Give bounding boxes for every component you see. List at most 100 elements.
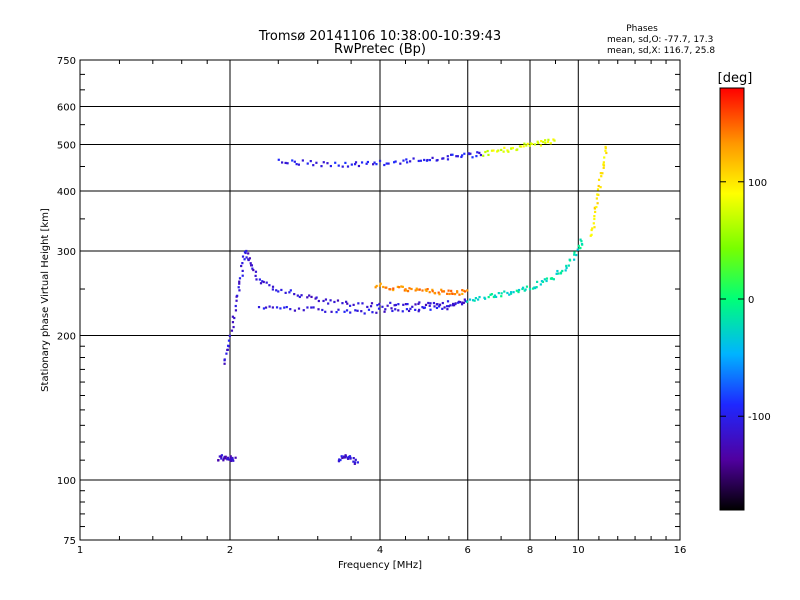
minor-ticks (80, 60, 680, 540)
colorbar-title: [deg] (718, 71, 753, 86)
echo-point (226, 457, 229, 461)
echo-point (581, 243, 584, 246)
echo-point (226, 348, 229, 352)
echo-point (247, 258, 250, 261)
echo-point (421, 289, 424, 292)
echo-point (511, 146, 515, 150)
echo-point (567, 264, 570, 267)
echo-point (436, 303, 439, 306)
echo-point (603, 156, 606, 159)
echo-point (235, 299, 238, 302)
echo-point (528, 144, 531, 147)
echo-point (275, 306, 279, 309)
echo-point (592, 222, 595, 225)
echo-point (378, 159, 382, 163)
echo-point (349, 457, 352, 460)
echo-point (296, 294, 299, 297)
echo-point (479, 153, 483, 157)
echo-point (417, 302, 420, 306)
x-tick-label: 16 (674, 545, 687, 556)
x-tick-labels: 1 2 4 6 8 10 16 (77, 545, 687, 556)
echo-point (262, 280, 265, 284)
echo-point (536, 280, 539, 284)
echo-point (536, 140, 539, 143)
echo-point (544, 139, 547, 142)
echo-point (277, 290, 280, 293)
echo-point (363, 312, 366, 315)
echo-point (337, 308, 340, 311)
echo-point (280, 288, 283, 292)
echo-point (447, 289, 450, 292)
echo-point (535, 286, 538, 289)
echo-point (452, 302, 455, 306)
echo-point (339, 458, 342, 462)
echo-point (411, 305, 414, 308)
echo-point (315, 161, 318, 164)
echo-point (389, 301, 392, 304)
echo-point (418, 308, 421, 311)
echo-point (496, 150, 499, 153)
echo-point (406, 290, 410, 293)
echo-point (500, 292, 503, 295)
echo-point (357, 302, 360, 305)
echo-point (443, 306, 446, 309)
echo-point (309, 159, 312, 163)
echo-point (575, 253, 578, 257)
echo-point (344, 454, 347, 457)
echo-point (389, 288, 392, 291)
echo-point (236, 294, 239, 297)
echo-point (441, 290, 444, 293)
echo-point (219, 455, 223, 458)
echo-point (353, 163, 357, 166)
echo-point (401, 285, 404, 288)
echo-point (245, 256, 248, 259)
echo-point (602, 164, 606, 167)
y-tick-label: 400 (57, 187, 76, 198)
echo-point (596, 202, 599, 205)
echo-point (399, 162, 402, 165)
echo-point (487, 295, 490, 299)
echo-point (317, 308, 320, 311)
echo-point (602, 161, 605, 164)
echo-point (429, 302, 432, 305)
echo-point (604, 145, 607, 149)
echo-point (462, 301, 465, 304)
echo-point (405, 289, 408, 292)
echo-point (446, 292, 449, 295)
x-tick-label: 1 (77, 545, 83, 556)
echo-point (421, 305, 424, 309)
x-tick-label: 2 (227, 545, 233, 556)
echo-point (382, 285, 385, 289)
echo-point (509, 292, 513, 295)
echo-point (315, 296, 318, 299)
chart-subtitle: RwPretec (Bp) (334, 42, 426, 57)
y-axis-label: Stationary phase Virtual Height [km] (40, 208, 51, 392)
echo-point (510, 147, 513, 150)
echo-point (275, 289, 278, 292)
echo-point (259, 282, 263, 285)
echo-point (590, 228, 593, 232)
echo-point (295, 163, 298, 166)
echo-point (490, 149, 494, 152)
echo-point (375, 284, 378, 288)
echo-point (284, 161, 287, 165)
colorbar-tick-label: 100 (748, 178, 767, 189)
echo-point (559, 271, 563, 274)
echo-point (370, 302, 374, 305)
echo-point (521, 287, 524, 291)
echo-point (445, 305, 449, 308)
echo-point (385, 162, 388, 165)
echo-point (425, 289, 428, 293)
echo-point (393, 161, 396, 164)
echo-point (227, 339, 231, 342)
echo-point (458, 300, 462, 304)
echo-point (404, 303, 408, 306)
echo-point (377, 307, 381, 310)
echo-point (495, 295, 498, 299)
echo-point (320, 165, 323, 168)
echo-point (225, 352, 228, 355)
y-tick-label: 500 (57, 141, 76, 152)
echo-point (375, 311, 378, 314)
echo-point (385, 286, 388, 289)
